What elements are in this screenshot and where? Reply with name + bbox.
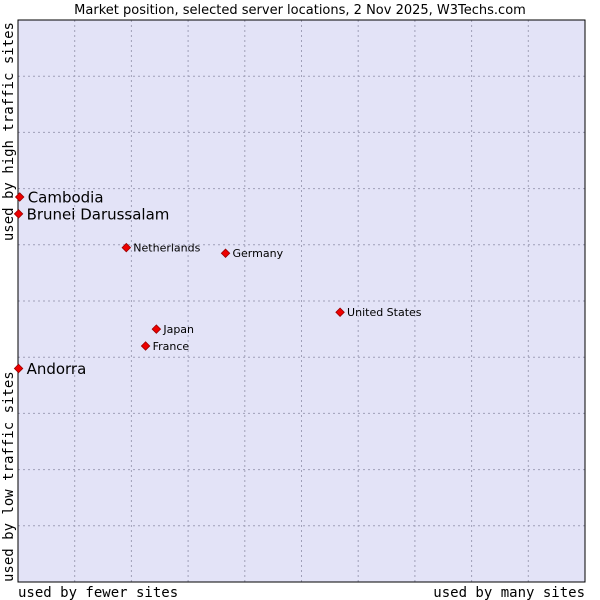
point-marker-japan (151, 324, 162, 334)
x-axis-label-right: used by many sites (433, 585, 585, 600)
point-label-andorra: Andorra (27, 360, 87, 378)
point-marker-germany (220, 248, 231, 258)
point-marker-france (140, 341, 151, 351)
x-axis-label-left: used by fewer sites (18, 585, 178, 600)
grid-lines (18, 20, 585, 582)
point-marker-andorra (13, 363, 24, 374)
point-marker-netherlands (121, 242, 132, 253)
point-label-japan: Japan (162, 323, 194, 336)
chart-title: Market position, selected server locatio… (74, 3, 526, 18)
point-label-france: France (153, 340, 190, 353)
point-label-netherlands: Netherlands (133, 242, 200, 255)
point-marker-united-states (335, 307, 345, 318)
point-label-united-states: United States (347, 306, 422, 319)
y-axis-label-top: used by high traffic sites (1, 22, 17, 241)
point-label-brunei-darussalam: Brunei Darussalam (27, 205, 170, 223)
plot-border (17, 19, 586, 583)
point-label-cambodia: Cambodia (28, 189, 104, 207)
point-marker-cambodia (14, 192, 25, 202)
y-axis-label-bottom: used by low traffic sites (1, 371, 17, 582)
point-marker-brunei-darussalam (13, 209, 24, 219)
point-label-germany: Germany (233, 247, 284, 260)
